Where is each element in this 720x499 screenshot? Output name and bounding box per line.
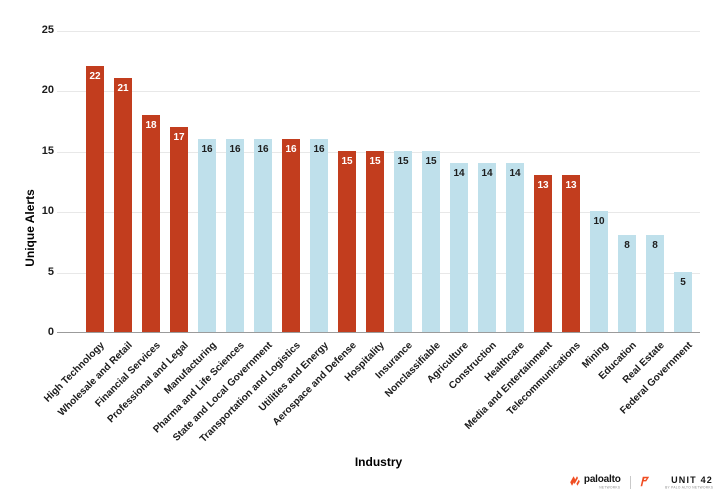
bar-media-and-entertainment [534, 174, 552, 332]
bar-value-label: 15 [369, 155, 381, 167]
x-axis-baseline [57, 332, 700, 333]
bar-value-label: 16 [285, 143, 297, 155]
bar-value-label: 13 [565, 179, 577, 191]
bar-value-label: 16 [313, 143, 325, 155]
bar-value-label: 15 [341, 155, 353, 167]
unit42-wordmark: UNIT 42 [671, 474, 713, 485]
bar-value-label: 14 [481, 167, 493, 179]
bar-value-label: 14 [509, 167, 521, 179]
bar-value-label: 14 [453, 167, 465, 179]
bar-professional-and-legal [170, 126, 188, 332]
bar-value-label: 15 [397, 155, 409, 167]
bar-utilities-and-energy [310, 138, 328, 332]
y-tick-label: 20 [41, 84, 54, 97]
paloalto-networks-logo: paloalto NETWORKS [569, 475, 621, 490]
bar-real-estate [646, 235, 664, 332]
bar-education [618, 235, 636, 332]
y-tick-label: 5 [47, 265, 54, 278]
x-axis-title: Industry [354, 455, 403, 469]
bar-value-label: 8 [624, 240, 630, 252]
bar-mining [590, 211, 608, 332]
unit42-subtext: BY PALO ALTO NETWORKS [664, 484, 713, 489]
bar-value-label: 16 [229, 143, 241, 155]
gridline-25 [57, 31, 700, 32]
bar-value-label: 15 [425, 155, 437, 167]
bar-value-label: 5 [680, 276, 686, 288]
unit42-icon [640, 476, 649, 486]
bar-value-label: 10 [593, 216, 605, 228]
paloalto-wordmark: paloalto [583, 474, 621, 485]
bar-value-label: 18 [145, 119, 157, 131]
brand-footer: paloalto NETWORKS UNIT 42 BY PALO ALTO N… [569, 475, 713, 490]
bar-insurance [394, 150, 412, 332]
bar-value-label: 22 [89, 71, 101, 83]
bar-financial-services [142, 114, 160, 332]
bar-state-and-local-government [254, 138, 272, 332]
gridline-20 [57, 91, 700, 93]
bar-wholesale-and-retail [114, 78, 132, 332]
bar-construction [478, 162, 496, 332]
unit42-logo: UNIT 42 BY PALO ALTO NETWORKS [640, 474, 713, 490]
bar-agriculture [450, 162, 468, 332]
bar-value-label: 16 [201, 143, 213, 155]
bar-hospitality [366, 150, 384, 332]
bar-high-technology [86, 66, 104, 332]
bar-value-label: 13 [537, 179, 549, 191]
y-tick-label: 25 [41, 24, 54, 36]
bar-federal-government [674, 271, 692, 332]
bar-pharma-and-life-sciences [226, 138, 244, 332]
y-tick-label: 15 [41, 144, 54, 157]
plot-area: 22 21 18 17 16 16 16 16 16 15 15 15 15 14 14 14 13 13 10 8 8… [57, 31, 700, 333]
bar-value-label: 16 [257, 143, 269, 155]
paloalto-networks-subtext: NETWORKS [599, 485, 621, 490]
paloalto-icon [570, 476, 580, 486]
bar-transportation-and-logistics [282, 138, 300, 332]
bar-healthcare [506, 162, 524, 332]
bar-manufacturing [198, 138, 216, 332]
bar-telecommunications [562, 174, 580, 332]
y-axis-title: Unique Alerts [23, 189, 37, 267]
y-tick-label: 0 [47, 326, 54, 338]
logo-separator [629, 476, 631, 489]
bar-value-label: 21 [117, 83, 129, 95]
bar-aerospace-and-defense [338, 150, 356, 332]
bar-value-label: 8 [652, 240, 658, 252]
y-tick-label: 10 [41, 205, 54, 218]
bar-nonclassifiable [422, 150, 440, 332]
bar-value-label: 17 [173, 131, 185, 143]
